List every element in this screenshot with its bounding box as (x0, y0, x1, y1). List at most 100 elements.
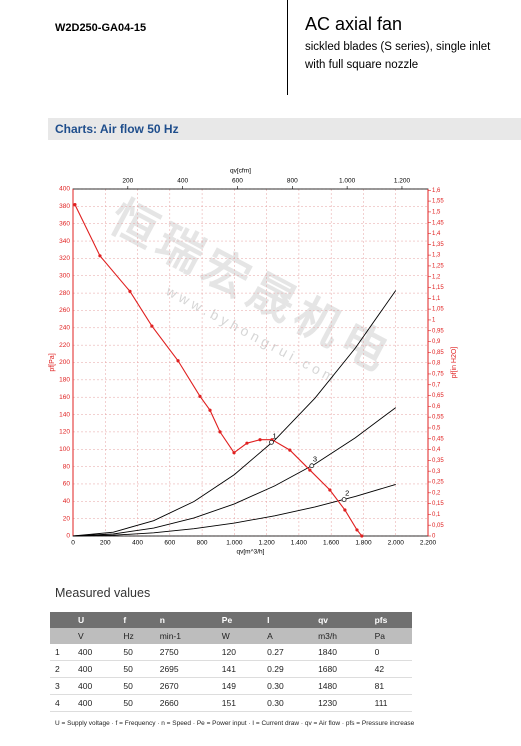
y2-tick-label: 0,45 (432, 436, 444, 442)
table-cell: 50 (118, 644, 155, 661)
y2-tick-label: 1,5 (432, 209, 441, 215)
x-tick-label: 1.000 (226, 540, 243, 547)
curve-marker (150, 324, 154, 328)
y2-axis-label: pf[in H2O] (451, 347, 458, 379)
table-cell: 151 (216, 694, 263, 712)
y-tick-label: 260 (59, 307, 70, 314)
table-cell: I (262, 612, 314, 628)
x2-tick-label: 1.200 (394, 178, 411, 185)
y2-tick-label: 0,7 (432, 382, 441, 388)
y2-tick-label: 0,05 (432, 523, 444, 529)
curve-marker (198, 394, 202, 398)
measured-title: Measured values (55, 586, 151, 600)
table-cell: 0.29 (262, 660, 314, 678)
x-tick-label: 1.800 (355, 540, 372, 547)
table-cell: 0.30 (262, 677, 314, 695)
y-tick-label: 180 (59, 377, 70, 384)
y2-tick-label: 0,9 (432, 339, 441, 345)
y-tick-label: 40 (63, 498, 71, 505)
table-cell: qv (313, 612, 370, 628)
y2-tick-label: 0,95 (432, 328, 444, 334)
y2-tick-label: 0,6 (432, 404, 441, 410)
y-tick-label: 380 (59, 203, 70, 210)
table-cell: min-1 (154, 628, 217, 644)
x2-tick-label: 200 (122, 178, 133, 185)
y2-tick-label: 1,3 (432, 253, 441, 259)
y-tick-label: 340 (59, 238, 70, 245)
y-tick-label: 20 (63, 515, 71, 522)
curve-marker (288, 448, 292, 452)
table-cell: f (118, 612, 155, 628)
y2-tick-label: 0,1 (432, 512, 441, 518)
x-tick-label: 2.200 (420, 540, 437, 547)
y2-tick-label: 1,45 (432, 220, 444, 226)
table-cell: 1840 (313, 644, 370, 661)
y2-tick-label: 1,35 (432, 242, 444, 248)
y-axis-label: pf[Pa] (49, 353, 56, 371)
curve-marker (258, 438, 262, 442)
y2-tick-label: 0 (432, 534, 436, 540)
y2-tick-label: 1,4 (432, 231, 441, 237)
system-curve (72, 407, 396, 537)
table-cell: 50 (118, 677, 155, 695)
table-cell: Hz (118, 628, 155, 644)
x2-tick-label: 400 (177, 178, 188, 185)
table-cell: 81 (369, 677, 412, 695)
y2-tick-label: 0,8 (432, 361, 441, 367)
y2-tick-label: 1,6 (432, 188, 441, 194)
table-cell: 2 (50, 660, 73, 678)
y-tick-label: 360 (59, 220, 70, 227)
y-tick-label: 60 (63, 481, 71, 488)
x2-tick-label: 1.000 (339, 178, 356, 185)
y2-tick-label: 0,55 (432, 415, 444, 421)
table-cell: 0.30 (262, 694, 314, 712)
y-tick-label: 300 (59, 272, 70, 279)
x-tick-label: 600 (164, 540, 175, 547)
x2-tick-label: 800 (287, 178, 298, 185)
operating-point (341, 497, 347, 502)
header-right: AC axial fan sickled blades (S series), … (305, 14, 490, 71)
curve-marker (73, 203, 77, 207)
curve-marker (208, 408, 212, 412)
y2-tick-label: 0,65 (432, 393, 444, 399)
y2-tick-label: 0,35 (432, 458, 444, 464)
y-tick-label: 160 (59, 394, 70, 401)
y2-tick-label: 0,75 (432, 372, 444, 378)
table-cell: Pa (369, 628, 412, 644)
y-tick-label: 120 (59, 429, 70, 436)
table-cell: 3 (50, 677, 73, 695)
y-tick-label: 140 (59, 411, 70, 418)
footnote: U = Supply voltage · f = Frequency · n =… (55, 720, 415, 727)
table-cell: pfs (369, 612, 412, 628)
watermark: 恒瑞宏晟机电 (102, 190, 402, 382)
description: with full square nozzle (305, 59, 419, 71)
table-cell: 1480 (313, 677, 370, 695)
curve-marker (308, 468, 312, 472)
y2-tick-label: 1,55 (432, 199, 444, 205)
table-cell: 0.27 (262, 644, 314, 661)
table-cell: 0 (369, 644, 412, 661)
y2-tick-label: 0,85 (432, 350, 444, 356)
table-cell: 400 (73, 677, 119, 695)
table-cell: 141 (216, 660, 263, 678)
table-cell: 50 (118, 694, 155, 712)
y2-tick-label: 1,05 (432, 307, 444, 313)
system-curve (72, 290, 397, 537)
table-cell: 42 (369, 660, 412, 678)
y2-tick-label: 0,4 (432, 447, 441, 453)
curve-marker (128, 289, 132, 293)
y2-tick-label: 1,25 (432, 263, 444, 269)
operating-point (309, 463, 315, 469)
y2-tick-label: 0,15 (432, 501, 444, 507)
y-tick-label: 280 (59, 290, 70, 297)
table-cell: m3/h (313, 628, 370, 644)
table-cell: 120 (216, 644, 263, 661)
table-cell: 149 (216, 677, 263, 695)
operating-point (269, 439, 274, 445)
curve-marker (328, 488, 332, 492)
y-tick-label: 80 (63, 463, 71, 470)
curve-marker (343, 508, 347, 512)
x-tick-label: 200 (100, 540, 111, 547)
